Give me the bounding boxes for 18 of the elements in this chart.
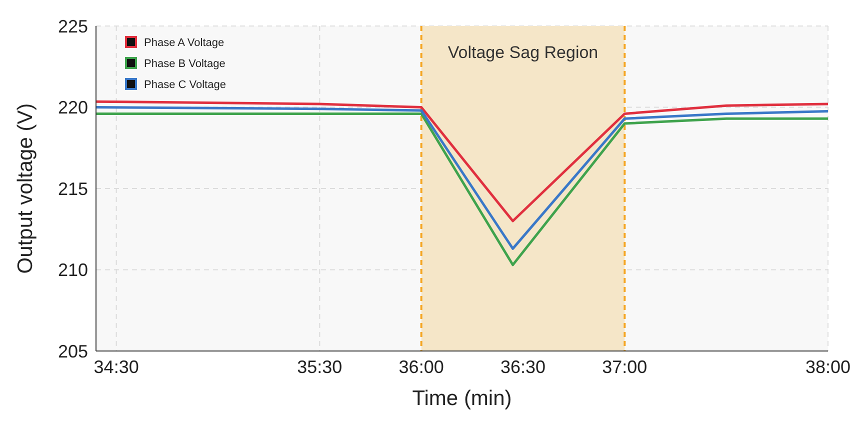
y-tick-label: 205	[58, 341, 88, 362]
y-axis-title: Output voltage (V)	[14, 103, 37, 274]
x-tick-label: 37:00	[602, 357, 648, 377]
y-tick-label: 215	[58, 178, 88, 199]
x-tick-label: 36:00	[398, 357, 444, 377]
x-tick-label: 36:30	[500, 357, 546, 377]
y-tick-label: 210	[58, 260, 88, 280]
y-tick-label: 225	[58, 16, 88, 36]
x-tick-label: 34:30	[94, 357, 139, 377]
x-tick-label: 35:30	[297, 357, 342, 377]
y-tick-label: 220	[58, 98, 88, 118]
band-label: Voltage Sag Region	[448, 43, 598, 62]
legend-label: Phase B Voltage	[144, 58, 226, 70]
legend-label: Phase A Voltage	[144, 36, 224, 49]
legend-label: Phase C Voltage	[144, 78, 226, 91]
line-series	[94, 100, 830, 222]
x-axis-title: Time (min)	[412, 387, 512, 410]
x-tick-label: 38:00	[805, 357, 851, 377]
